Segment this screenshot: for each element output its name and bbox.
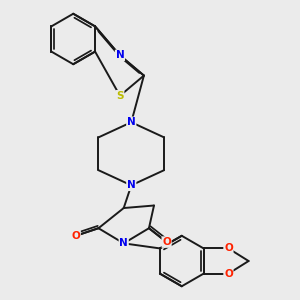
Text: O: O bbox=[71, 231, 80, 241]
Text: N: N bbox=[127, 117, 136, 127]
Text: O: O bbox=[224, 268, 233, 279]
Text: N: N bbox=[116, 50, 124, 60]
Text: N: N bbox=[127, 180, 136, 190]
Text: S: S bbox=[116, 91, 124, 101]
Text: N: N bbox=[119, 238, 128, 248]
Text: O: O bbox=[224, 243, 233, 254]
Text: O: O bbox=[162, 237, 171, 247]
